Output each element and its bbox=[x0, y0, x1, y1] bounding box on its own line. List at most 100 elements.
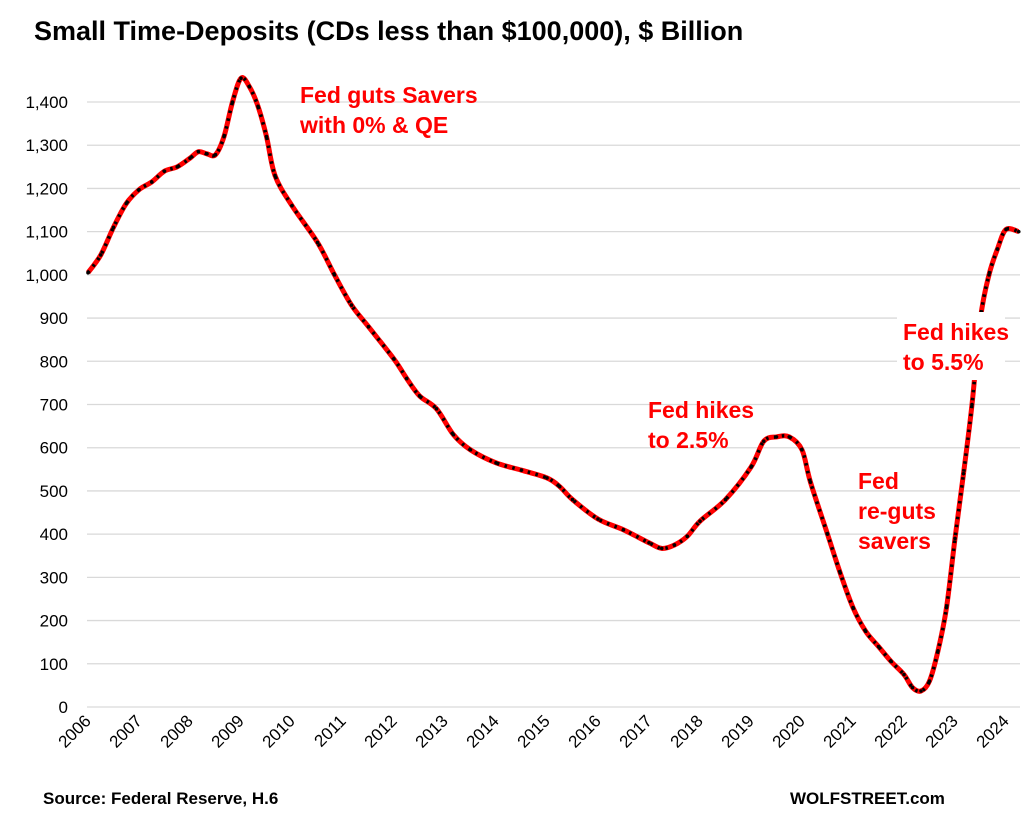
data-point bbox=[222, 134, 226, 139]
annotation-text: savers bbox=[858, 528, 931, 554]
data-point bbox=[761, 439, 766, 444]
x-tick-label: 2017 bbox=[616, 711, 656, 751]
annotation: Fed hikes to 2.5% bbox=[648, 397, 754, 453]
data-point bbox=[621, 528, 626, 532]
data-point bbox=[404, 376, 409, 381]
x-tick-label: 2019 bbox=[718, 711, 758, 751]
x-tick-label: 2010 bbox=[259, 711, 299, 751]
y-tick-label: 1,100 bbox=[25, 223, 68, 242]
data-point bbox=[124, 201, 129, 206]
data-point bbox=[800, 448, 804, 452]
data-point bbox=[953, 536, 957, 541]
data-point bbox=[98, 253, 103, 257]
data-point bbox=[596, 517, 600, 521]
annotation-text: Fed guts Savers bbox=[300, 82, 478, 108]
data-point bbox=[787, 435, 792, 439]
data-point bbox=[86, 270, 90, 275]
annotation-text: Fed hikes bbox=[648, 397, 754, 423]
data-point bbox=[825, 532, 830, 536]
y-tick-label: 200 bbox=[40, 612, 68, 631]
annotation-text: Fed hikes bbox=[903, 319, 1009, 345]
series-line-path bbox=[85, 75, 1020, 694]
annotation: Fed re-guts savers bbox=[858, 468, 936, 554]
data-point bbox=[290, 203, 294, 208]
data-point bbox=[468, 448, 473, 452]
data-point bbox=[273, 173, 277, 178]
data-point bbox=[1004, 227, 1008, 232]
x-tick-label: 2012 bbox=[361, 711, 401, 751]
y-tick-label: 0 bbox=[59, 698, 68, 717]
x-tick-label: 2023 bbox=[922, 711, 962, 751]
annotations: Fed guts Savers with 0% & QE Fed hikes to 2… bbox=[299, 82, 1009, 554]
y-tick-label: 600 bbox=[40, 439, 68, 458]
data-point bbox=[876, 644, 881, 649]
data-point bbox=[995, 247, 1000, 251]
source-note: Source: Federal Reserve, H.6 bbox=[43, 789, 279, 808]
y-tick-label: 1,200 bbox=[25, 179, 68, 198]
data-point bbox=[349, 303, 354, 307]
data-point bbox=[315, 240, 320, 245]
x-tick-label: 2020 bbox=[769, 711, 809, 751]
x-tick-label: 2007 bbox=[106, 711, 146, 751]
data-point bbox=[451, 432, 456, 437]
x-tick-label: 2013 bbox=[412, 711, 452, 751]
data-point bbox=[111, 225, 116, 230]
x-axis-ticks: 2006 2007 2008 2009 2010 2011 2012 2013 2014 2015… bbox=[55, 711, 1013, 751]
y-tick-label: 500 bbox=[40, 482, 68, 501]
data-point bbox=[1016, 229, 1021, 234]
series-line bbox=[85, 75, 1021, 694]
data-point bbox=[851, 605, 855, 610]
y-axis-ticks: 0 100 200 300 400 500 600 700 800 900 1,000 1,100 1,… bbox=[25, 93, 68, 717]
annotation-text: re-guts bbox=[858, 498, 936, 524]
data-point bbox=[230, 100, 235, 104]
data-point bbox=[961, 471, 966, 476]
data-point bbox=[659, 546, 664, 551]
y-tick-label: 300 bbox=[40, 568, 68, 587]
data-point bbox=[774, 435, 779, 439]
data-point bbox=[944, 605, 949, 610]
x-tick-label: 2022 bbox=[871, 711, 911, 751]
annotation-text: Fed bbox=[858, 468, 899, 494]
data-point bbox=[838, 571, 843, 575]
x-tick-label: 2008 bbox=[157, 711, 197, 751]
data-point bbox=[672, 543, 677, 547]
x-tick-label: 2018 bbox=[667, 711, 707, 751]
data-point bbox=[685, 534, 690, 539]
data-point bbox=[417, 394, 422, 398]
data-point bbox=[213, 152, 218, 157]
data-point bbox=[239, 76, 243, 81]
chart-title: Small Time-Deposits (CDs less than $100,… bbox=[34, 16, 744, 46]
data-point bbox=[936, 649, 940, 653]
y-tick-label: 800 bbox=[40, 352, 68, 371]
x-tick-label: 2015 bbox=[514, 711, 554, 751]
y-tick-label: 1,400 bbox=[25, 93, 68, 112]
data-point bbox=[919, 689, 923, 693]
data-point bbox=[332, 273, 337, 277]
annotation: Fed guts Savers with 0% & QE bbox=[299, 82, 478, 138]
x-tick-label: 2009 bbox=[208, 711, 248, 751]
annotation-text: with 0% & QE bbox=[299, 112, 448, 138]
data-point bbox=[698, 519, 702, 523]
x-tick-label: 2021 bbox=[820, 711, 860, 751]
data-point bbox=[863, 629, 868, 634]
gridlines bbox=[87, 101, 1020, 708]
data-point bbox=[205, 152, 209, 156]
y-tick-label: 400 bbox=[40, 525, 68, 544]
data-point bbox=[366, 324, 371, 329]
data-point bbox=[175, 165, 180, 169]
y-tick-label: 900 bbox=[40, 309, 68, 328]
data-point bbox=[392, 357, 396, 361]
y-tick-label: 100 bbox=[40, 655, 68, 674]
data-point bbox=[927, 679, 932, 683]
data-point bbox=[902, 672, 906, 677]
annotation-background bbox=[897, 312, 1005, 380]
data-point bbox=[137, 187, 141, 192]
data-point bbox=[264, 134, 269, 139]
data-point bbox=[970, 402, 974, 407]
y-tick-label: 700 bbox=[40, 396, 68, 415]
series-marker-dots bbox=[86, 75, 1020, 694]
data-point bbox=[570, 497, 575, 502]
x-tick-label: 2011 bbox=[311, 711, 350, 750]
data-point bbox=[987, 273, 991, 277]
annotation-text: to 5.5% bbox=[903, 349, 984, 375]
